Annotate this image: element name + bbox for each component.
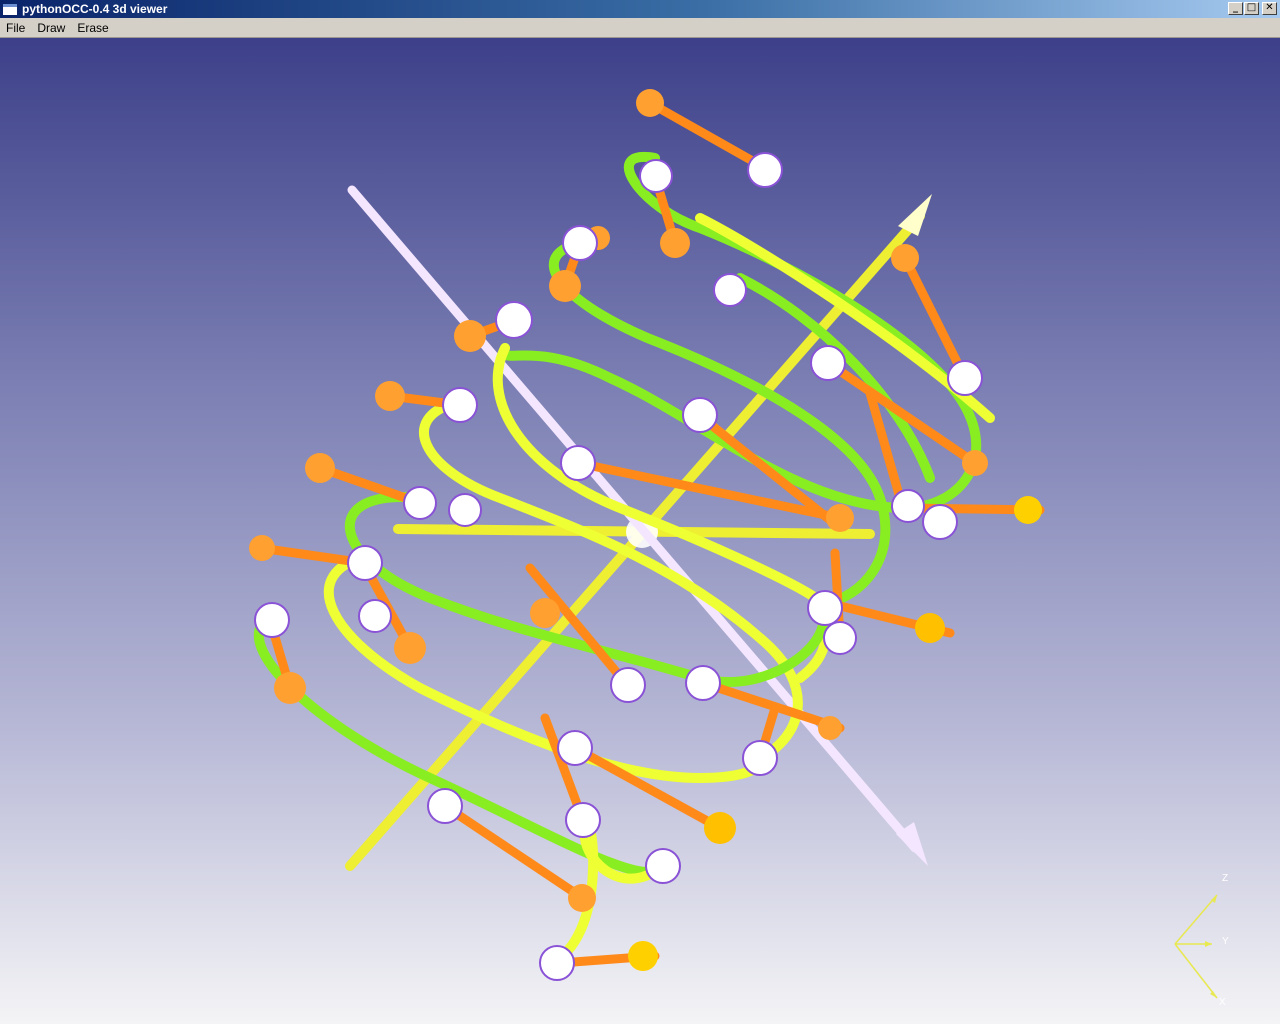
close-button[interactable]: ✕ <box>1262 2 1277 15</box>
maximize-button[interactable]: □ <box>1244 2 1259 15</box>
menu-file[interactable]: File <box>6 20 26 35</box>
menu-draw[interactable]: Draw <box>37 20 66 35</box>
app-icon <box>3 3 17 15</box>
triedron-x-label: X <box>1219 997 1226 1008</box>
menu-erase[interactable]: Erase <box>77 20 109 35</box>
triedron-y-label: Y <box>1222 936 1229 947</box>
minimize-button[interactable]: _ <box>1228 2 1243 15</box>
window-title: pythonOCC-0.4 3d viewer <box>22 2 168 16</box>
vector-tips <box>249 89 1042 971</box>
axis-white-diagonal <box>347 185 928 866</box>
scene-canvas[interactable]: Z Y X <box>0 38 1280 1024</box>
triedron: Z Y X <box>1174 873 1229 1008</box>
curve-points <box>254 152 983 981</box>
3d-viewport[interactable]: Z Y X <box>0 38 1280 1024</box>
triedron-z-label: Z <box>1222 873 1228 884</box>
title-bar: pythonOCC-0.4 3d viewer _ □ ✕ <box>0 0 1280 18</box>
menu-bar: File Draw Erase <box>0 18 1280 38</box>
